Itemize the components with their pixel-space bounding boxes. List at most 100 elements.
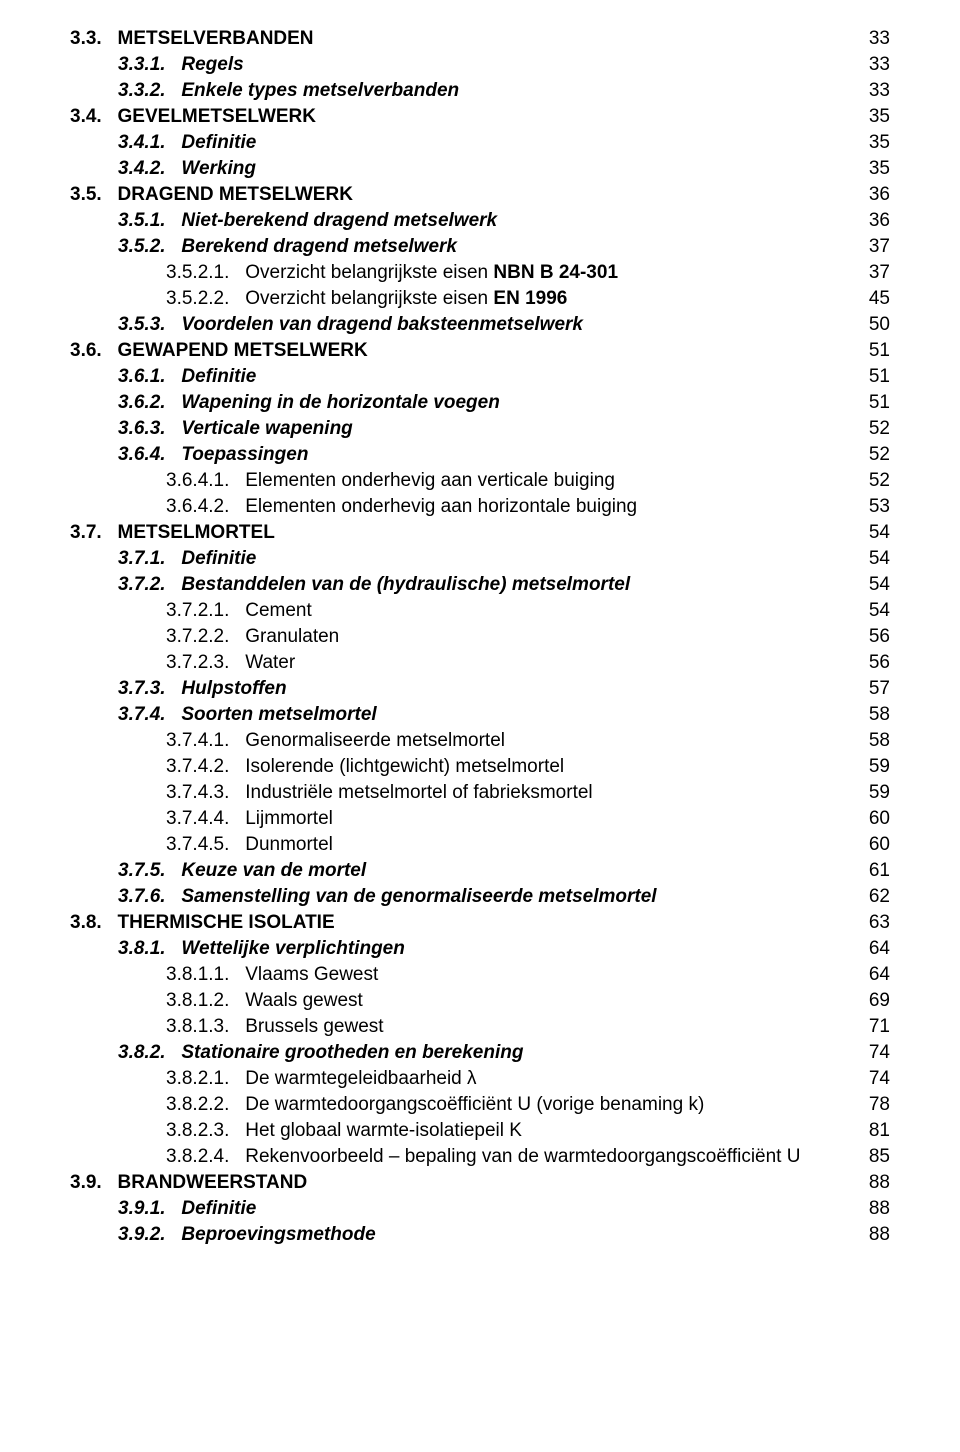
toc-number: 3.8.2.3. [70, 1120, 245, 1142]
toc-number: 3.7.1. [70, 548, 181, 570]
toc-page-number: 36 [854, 210, 890, 232]
toc-row: 3.9.2. Beproevingsmethode88 [70, 1224, 890, 1246]
toc-number: 3.6.3. [70, 418, 181, 440]
toc-page-number: 51 [854, 392, 890, 414]
toc-title: Het globaal warmte-isolatiepeil K [245, 1120, 854, 1142]
toc-row: 3.3.1. Regels33 [70, 54, 890, 76]
toc-title: Cement [245, 600, 854, 622]
toc-row: 3.7.4.2. Isolerende (lichtgewicht) metse… [70, 756, 890, 778]
toc-number: 3.7.2.2. [70, 626, 245, 648]
toc-row: 3.7.2.2. Granulaten56 [70, 626, 890, 648]
toc-row: 3.9.1. Definitie88 [70, 1198, 890, 1220]
toc-title: Brussels gewest [245, 1016, 854, 1038]
toc-page-number: 81 [854, 1120, 890, 1142]
toc-title: De warmtedoorgangscoëfficiënt U (vorige … [245, 1094, 854, 1116]
toc-row: 3.7.2. Bestanddelen van de (hydraulische… [70, 574, 890, 596]
toc-page-number: 35 [854, 158, 890, 180]
toc-title: De warmtegeleidbaarheid λ [245, 1068, 854, 1090]
toc-page-number: 74 [854, 1068, 890, 1090]
toc-title: Beproevingsmethode [181, 1224, 854, 1246]
toc-row: 3.5.2. Berekend dragend metselwerk37 [70, 236, 890, 258]
toc-title: Wettelijke verplichtingen [181, 938, 854, 960]
toc-title: DRAGEND METSELWERK [118, 184, 854, 206]
toc-number: 3.7.4.4. [70, 808, 245, 830]
toc-row: 3.6.4. Toepassingen52 [70, 444, 890, 466]
toc-page-number: 52 [854, 418, 890, 440]
toc-number: 3.5.2.1. [70, 262, 245, 284]
toc-title: Overzicht belangrijkste eisen NBN B 24-3… [245, 262, 854, 284]
toc-number: 3.7. [70, 522, 118, 544]
toc-number: 3.4. [70, 106, 118, 128]
toc-row: 3.9. BRANDWEERSTAND88 [70, 1172, 890, 1194]
toc-row: 3.7. METSELMORTEL54 [70, 522, 890, 544]
toc-title: METSELMORTEL [118, 522, 854, 544]
toc-number: 3.8.2.2. [70, 1094, 245, 1116]
toc-title: Enkele types metselverbanden [181, 80, 854, 102]
toc-row: 3.8.1.1. Vlaams Gewest64 [70, 964, 890, 986]
toc-row: 3.8.2. Stationaire grootheden en bereken… [70, 1042, 890, 1064]
toc-number: 3.8.1.1. [70, 964, 245, 986]
toc-row: 3.7.4.3. Industriële metselmortel of fab… [70, 782, 890, 804]
toc-title: METSELVERBANDEN [118, 28, 854, 50]
toc-title: Granulaten [245, 626, 854, 648]
toc-row: 3.6. GEWAPEND METSELWERK51 [70, 340, 890, 362]
toc-page-number: 61 [854, 860, 890, 882]
toc-number: 3.8.2.1. [70, 1068, 245, 1090]
toc-row: 3.4.1. Definitie35 [70, 132, 890, 154]
toc-page-number: 58 [854, 704, 890, 726]
toc-page-number: 59 [854, 756, 890, 778]
toc-title: Niet-berekend dragend metselwerk [181, 210, 854, 232]
toc-row: 3.7.4. Soorten metselmortel58 [70, 704, 890, 726]
toc-page-number: 45 [854, 288, 890, 310]
toc-page-number: 69 [854, 990, 890, 1012]
toc-title: Lijmmortel [245, 808, 854, 830]
toc-row: 3.8. THERMISCHE ISOLATIE63 [70, 912, 890, 934]
toc-page: 3.3. METSELVERBANDEN333.3.1. Regels333.3… [0, 0, 960, 1290]
toc-page-number: 53 [854, 496, 890, 518]
toc-number: 3.7.2. [70, 574, 181, 596]
toc-row: 3.7.5. Keuze van de mortel61 [70, 860, 890, 882]
toc-title: Bestanddelen van de (hydraulische) metse… [181, 574, 854, 596]
toc-page-number: 37 [854, 262, 890, 284]
toc-row: 3.5.2.1. Overzicht belangrijkste eisen N… [70, 262, 890, 284]
toc-number: 3.8.2. [70, 1042, 181, 1064]
toc-page-number: 59 [854, 782, 890, 804]
toc-number: 3.7.3. [70, 678, 181, 700]
toc-page-number: 51 [854, 340, 890, 362]
toc-row: 3.8.1.2. Waals gewest69 [70, 990, 890, 1012]
toc-page-number: 36 [854, 184, 890, 206]
toc-title: Definitie [181, 366, 854, 388]
toc-title: Keuze van de mortel [181, 860, 854, 882]
toc-number: 3.8.2.4. [70, 1146, 245, 1168]
toc-title: Definitie [181, 1198, 854, 1220]
toc-number: 3.7.5. [70, 860, 181, 882]
toc-page-number: 74 [854, 1042, 890, 1064]
toc-row: 3.5.2.2. Overzicht belangrijkste eisen E… [70, 288, 890, 310]
toc-title: Elementen onderhevig aan verticale buigi… [245, 470, 854, 492]
toc-page-number: 60 [854, 834, 890, 856]
toc-page-number: 57 [854, 678, 890, 700]
toc-title: Toepassingen [181, 444, 854, 466]
toc-row: 3.7.4.4. Lijmmortel60 [70, 808, 890, 830]
toc-row: 3.7.6. Samenstelling van de genormalisee… [70, 886, 890, 908]
toc-title: Berekend dragend metselwerk [181, 236, 854, 258]
toc-row: 3.4.2. Werking35 [70, 158, 890, 180]
toc-title: Wapening in de horizontale voegen [181, 392, 854, 414]
toc-number: 3.9.2. [70, 1224, 181, 1246]
toc-page-number: 88 [854, 1224, 890, 1246]
toc-title: Verticale wapening [181, 418, 854, 440]
toc-number: 3.7.6. [70, 886, 181, 908]
toc-page-number: 88 [854, 1172, 890, 1194]
toc-page-number: 58 [854, 730, 890, 752]
toc-title: BRANDWEERSTAND [118, 1172, 854, 1194]
toc-page-number: 78 [854, 1094, 890, 1116]
toc-page-number: 33 [854, 54, 890, 76]
toc-number: 3.6.4.1. [70, 470, 245, 492]
toc-number: 3.7.4.3. [70, 782, 245, 804]
toc-row: 3.7.4.5. Dunmortel60 [70, 834, 890, 856]
toc-page-number: 54 [854, 574, 890, 596]
toc-number: 3.5.2.2. [70, 288, 245, 310]
toc-page-number: 56 [854, 626, 890, 648]
toc-row: 3.8.1.3. Brussels gewest71 [70, 1016, 890, 1038]
toc-page-number: 54 [854, 522, 890, 544]
